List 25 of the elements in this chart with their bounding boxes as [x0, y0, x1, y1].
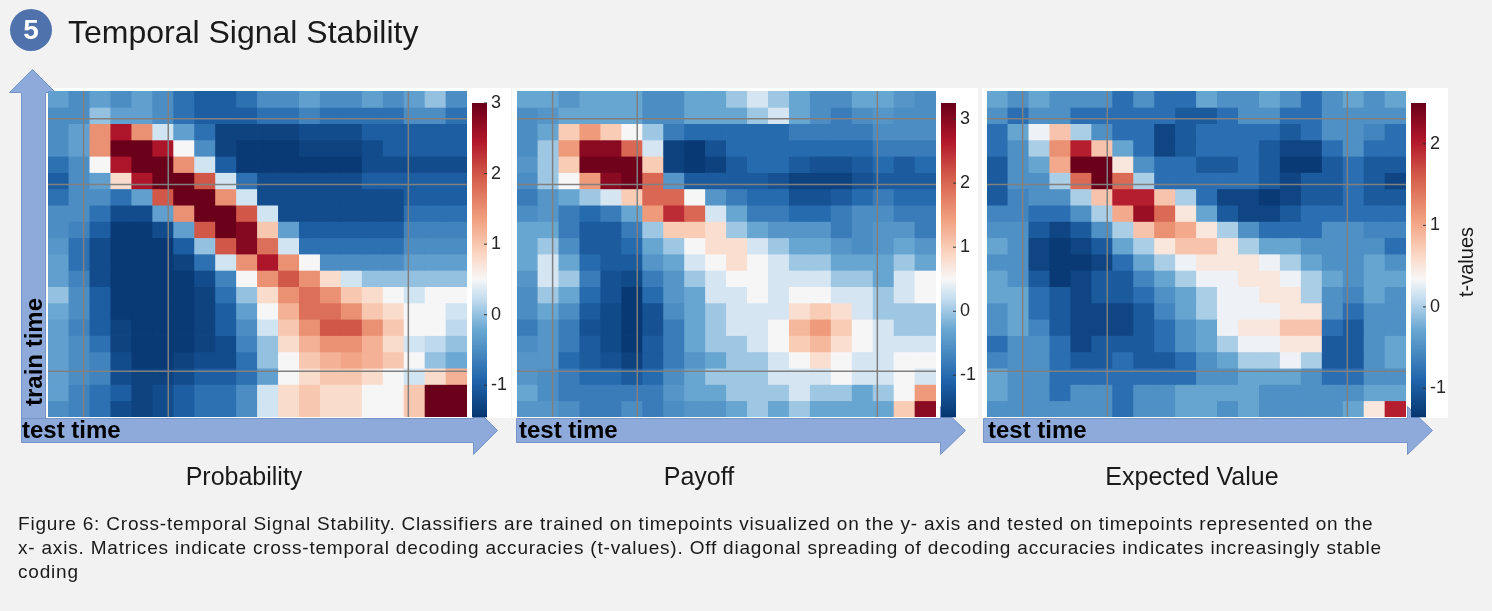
color-bar-label: 1 [960, 236, 971, 257]
x-axis-title: test time [988, 416, 1087, 443]
color-bar-label: 1 [491, 233, 502, 254]
color-bar-label: -1 [1430, 377, 1447, 398]
color-bar-label: 0 [1430, 295, 1441, 316]
color-bar-label: 0 [491, 303, 502, 324]
color-bar-label: 1 [1430, 214, 1441, 235]
color-bar-title: t-values [1455, 226, 1477, 298]
color-bar-label: 2 [491, 162, 502, 183]
y-axis-title: train time [20, 297, 47, 407]
text: Expected Value [1105, 462, 1279, 490]
color-bar-label: -1 [960, 364, 977, 385]
color-bar-label: 3 [491, 91, 502, 112]
color-bar-label: 2 [960, 172, 971, 193]
color-bar-label: 2 [1430, 132, 1441, 153]
x-axis-title: test time [22, 416, 121, 443]
x-axis-title: test time [519, 416, 618, 443]
color-bar-label: 0 [960, 300, 971, 321]
caption: Figure 6: Cross-temporal Signal Stability. Classifiers are trained on timepoints visualized on the y- axis and tested on timepoints represented on the x- axis. Matrices indicate cross-temporal decoding accuracies (t-values). Off diagonal spreading of decoding accuracies indicates increasingly stable coding [18, 512, 1383, 584]
color-bar-label: 3 [960, 107, 971, 128]
text: Payoff [663, 462, 735, 490]
color-bar-label: -1 [491, 374, 508, 395]
text: Temporal Signal Stability [68, 13, 419, 52]
text: Probability [185, 462, 303, 490]
text: 5 [23, 14, 39, 45]
